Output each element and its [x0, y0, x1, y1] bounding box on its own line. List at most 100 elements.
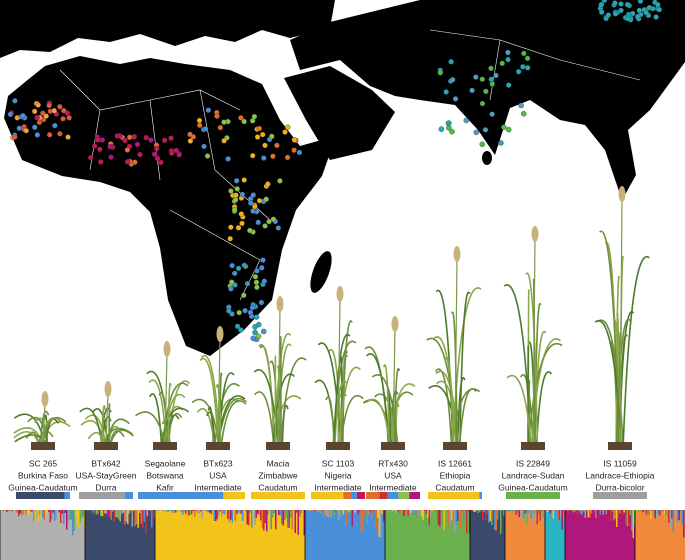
sample-point [12, 134, 18, 140]
sample-point [499, 60, 505, 67]
sample-point [268, 133, 275, 140]
admix-other [535, 510, 537, 522]
panicle [104, 381, 112, 397]
admix-other [309, 510, 312, 511]
sample-point [284, 154, 291, 161]
admix-main [369, 512, 372, 560]
admix-main [276, 526, 279, 560]
admix-main [578, 510, 581, 560]
ancestry-segment [223, 492, 245, 499]
admix-main [294, 533, 297, 560]
admix-main [506, 510, 509, 560]
admix-other [668, 510, 670, 524]
admix-other [590, 510, 593, 514]
admix-other [647, 510, 649, 516]
admix-other [314, 510, 316, 512]
sample-point [446, 125, 452, 131]
sample-point [469, 87, 475, 94]
admix-other [464, 510, 467, 538]
admix-main [257, 513, 259, 560]
panicle [453, 246, 461, 262]
admix-main [37, 521, 40, 560]
sample-point [653, 14, 659, 20]
sample-point [277, 178, 283, 184]
admix-main [654, 518, 657, 560]
admix-main [401, 510, 404, 560]
admix-main [139, 512, 141, 560]
admix-other [293, 510, 295, 521]
admix-main [409, 516, 411, 560]
ancestry-segment [16, 492, 65, 499]
admix-other [52, 510, 55, 513]
admix-other [9, 510, 11, 512]
admix-other [449, 510, 452, 523]
admix-other [28, 510, 31, 515]
admix-main [473, 511, 475, 560]
admix-other [278, 510, 280, 516]
ancestry-segment [593, 492, 647, 499]
admix-main [15, 511, 17, 560]
admix-other [353, 510, 355, 511]
leaf [158, 391, 169, 446]
admix-main [360, 530, 363, 560]
admix-other [272, 510, 274, 518]
admix-other [18, 510, 20, 517]
admix-main [137, 527, 140, 560]
admix-other [369, 510, 372, 513]
admix-main [491, 524, 493, 560]
admix-other [266, 510, 268, 532]
admix-main [505, 510, 507, 560]
admix-other [362, 510, 364, 531]
admix-main [454, 533, 456, 560]
accession-origin: Landrace-Ethiopia [586, 470, 655, 480]
sample-point [241, 262, 248, 269]
admix-main [308, 510, 310, 560]
admix-main [88, 510, 90, 560]
admix-other [653, 510, 655, 516]
admix-other [641, 510, 643, 513]
admix-main [72, 535, 74, 560]
admix-main [554, 510, 556, 560]
admix-other [619, 510, 621, 514]
sample-point [646, 4, 653, 11]
admix-other [629, 510, 632, 515]
admix-main [626, 525, 629, 560]
admix-other [43, 510, 46, 520]
sample-point [124, 147, 131, 153]
admix-main [347, 513, 349, 560]
admix-main [0, 510, 2, 560]
admix-other [222, 510, 225, 514]
admix-main [174, 512, 177, 560]
admix-main [433, 523, 435, 560]
pot [608, 442, 632, 450]
admix-other [128, 510, 131, 514]
admix-main [148, 514, 150, 560]
admix-main [514, 510, 516, 560]
sample-point [168, 135, 174, 141]
admix-other [276, 510, 279, 527]
admix-other [37, 510, 40, 522]
sample-point [108, 154, 114, 160]
sample-point [231, 270, 238, 277]
sample-point [634, 13, 641, 20]
admix-main [299, 516, 301, 560]
admix-main [1, 510, 4, 560]
admix-main [474, 511, 477, 560]
accession-name: Segaolane [145, 458, 186, 468]
admix-other [315, 510, 318, 511]
sample-point [655, 1, 661, 8]
admix-other [143, 510, 146, 522]
sample-point [598, 9, 605, 15]
admix-main [645, 514, 648, 560]
admix-other [466, 510, 468, 534]
admix-other [58, 510, 61, 513]
admix-other [512, 510, 515, 513]
admix-other [254, 510, 256, 525]
admix-main [457, 521, 459, 560]
admix-other [180, 510, 183, 513]
admix-main [101, 515, 104, 560]
sample-point [624, 1, 631, 8]
sample-point [255, 219, 261, 226]
sample-point [505, 56, 511, 63]
admix-other [583, 510, 585, 512]
